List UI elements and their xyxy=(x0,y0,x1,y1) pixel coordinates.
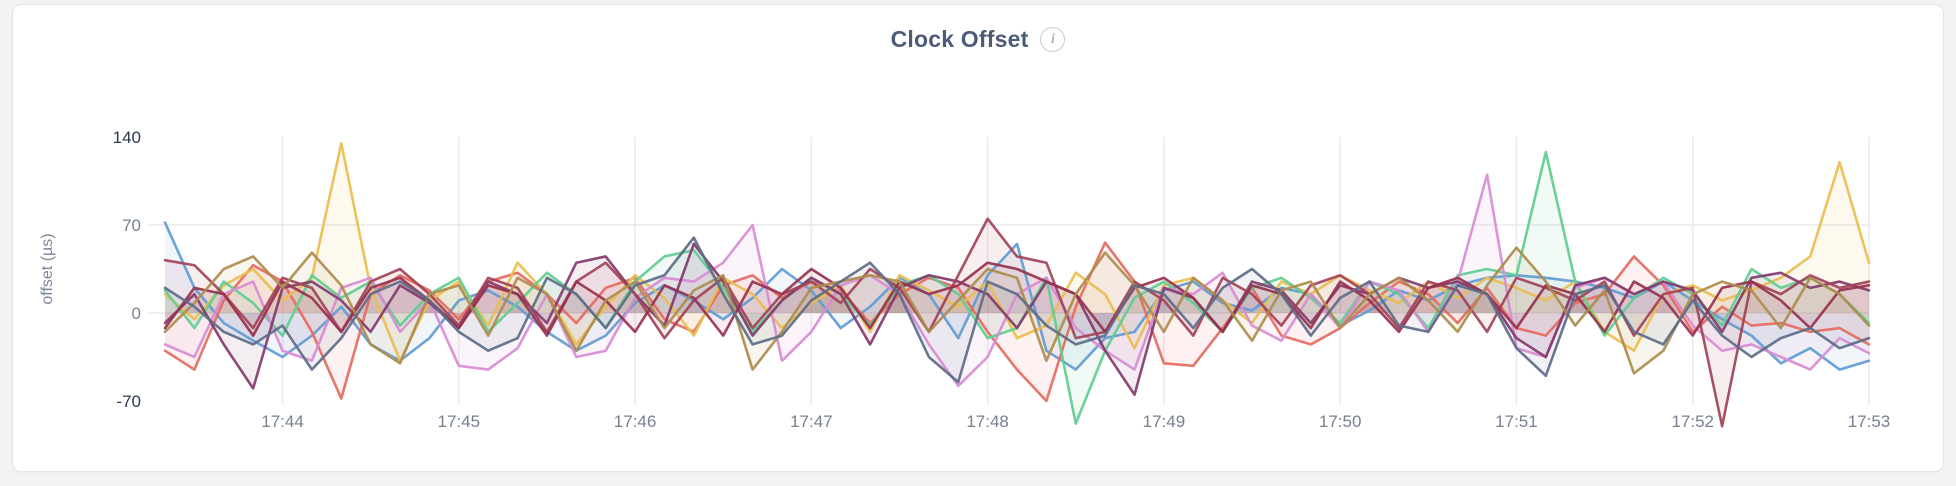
series-orchid-area xyxy=(165,174,1869,386)
series-plum-area xyxy=(165,243,1869,395)
series-slate-line xyxy=(163,236,1871,384)
x-tick-label: 17:50 xyxy=(1319,412,1362,431)
y-axis-label: offset (µs) xyxy=(39,233,56,304)
x-tick-label: 17:47 xyxy=(790,412,833,431)
chart-title: Clock Offset xyxy=(890,26,1029,52)
x-tick-label: 17:46 xyxy=(614,412,657,431)
x-tick-label: 17:45 xyxy=(438,412,481,431)
info-icon[interactable]: i xyxy=(1040,27,1066,52)
series-khaki-area xyxy=(165,247,1869,374)
x-tick-label: 17:49 xyxy=(1143,412,1186,431)
chart-header: Clock Offset i xyxy=(0,26,1956,53)
series-khaki-line xyxy=(163,246,1871,375)
x-tick-label: 17:44 xyxy=(261,412,304,431)
x-tick-label: 17:51 xyxy=(1495,412,1538,431)
series-crimson-area xyxy=(165,262,1869,336)
y-tick-label: 0 xyxy=(132,304,141,323)
x-tick-label: 17:52 xyxy=(1671,412,1714,431)
x-tick-label: 17:53 xyxy=(1848,412,1891,431)
y-tick-label: -70 xyxy=(116,392,141,411)
series-slate-area xyxy=(165,237,1869,383)
x-tick-label: 17:48 xyxy=(966,412,1009,431)
series-maroon-area xyxy=(165,218,1869,427)
y-tick-label: 140 xyxy=(113,128,141,147)
series-green-area xyxy=(165,152,1869,424)
series-maroon-line xyxy=(163,217,1871,428)
series-crimson-line xyxy=(163,261,1871,337)
y-tick-label: 70 xyxy=(122,216,141,235)
series-salmon-area xyxy=(165,242,1869,401)
